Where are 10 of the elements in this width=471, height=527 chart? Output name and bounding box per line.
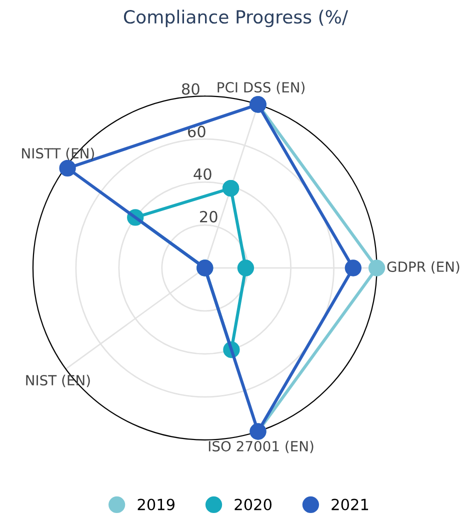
chart-title: Compliance Progress (%/ (124, 10, 348, 28)
legend-label: 2020 (234, 498, 272, 510)
y-tick-label: 80 (182, 83, 200, 95)
spoke-label: GDPR (EN) (387, 261, 460, 274)
spoke-label: ISO 27001 (EN) (208, 440, 314, 454)
y-tick-label: 20 (200, 210, 218, 222)
y-tick-label: 40 (194, 168, 212, 180)
legend-label: 2019 (138, 498, 174, 510)
spoke-label: PCI DSS (EN) (218, 82, 304, 94)
legend-label: 2021 (332, 498, 368, 510)
